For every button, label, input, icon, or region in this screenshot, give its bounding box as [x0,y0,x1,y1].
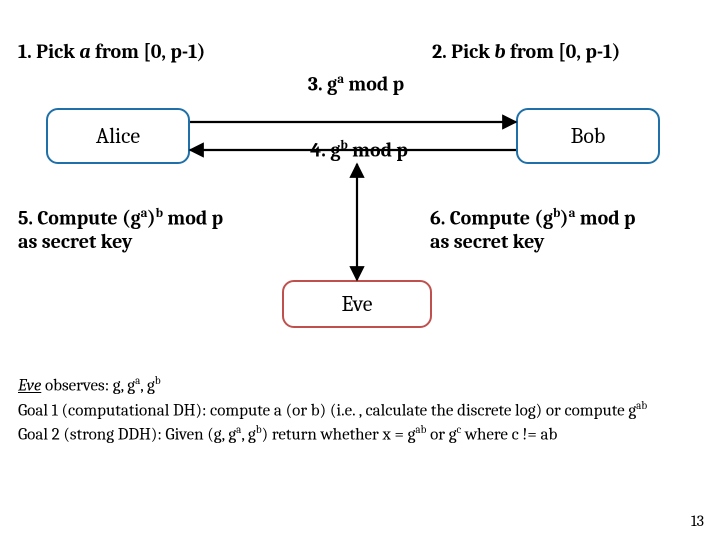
observes-pre: observes: g, g [41,377,135,396]
observes-mid: , g [140,377,155,396]
step-6-pre: 6. Compute (g [430,207,553,230]
goal1-var2: b [311,401,320,420]
step-6-post: mod p [575,207,635,230]
goal2-mid1: , g [241,426,256,445]
step-2-pre: 2. Pick [432,40,494,63]
bob-label: Bob [571,123,606,149]
step-2: 2. Pick b from [0, p-1) [432,40,620,63]
step-1-pre: 1. Pick [18,40,79,63]
alice-label: Alice [96,123,140,149]
goal1-var1: a [274,401,282,420]
step-5-mid: ) [147,207,155,230]
step-5-line2: as secret key [18,230,132,253]
bob-node: Bob [516,108,660,164]
step-2-post: from [0, p-1) [506,40,621,63]
step-4-tail: mod p [348,139,408,162]
step-6-mid: ) [560,207,568,230]
step-5-pre: 5. Compute (g [18,207,141,230]
step-4-num: 4. [310,139,330,162]
goal2-pre: Goal 2 (strong DDH): Given (g, g [18,426,236,445]
bottom-text: Eve observes: g, ga, gb Goal 1 (computat… [18,374,702,448]
step-5-post: mod p [163,207,223,230]
alice-node: Alice [46,108,190,164]
goal2-sup3: ab [415,423,426,436]
step-1-post: from [0, p-1) [91,40,206,63]
goal2-mid2: ) return whether x = g [262,426,416,445]
step-1-var: a [79,40,90,63]
step-3-sup: a [337,72,344,87]
eve-label: Eve [341,291,372,317]
step-4-sup: b [340,138,347,153]
page-number: 13 [691,512,704,530]
step-1: 1. Pick a from [0, p-1) [18,40,205,63]
goal1-mid2: ) (i.e. , calculate the discrete log) or… [320,401,637,420]
step-3-num: 3. [308,73,327,96]
step-5: 5. Compute (ga)b mod p as secret key [18,206,223,253]
step-6: 6. Compute (gb)a mod p as secret key [430,206,635,253]
goal2-tail: where c != ab [461,426,557,445]
eve-underline: Eve [18,377,41,396]
step-2-var: b [494,40,505,63]
step-4-base: g [330,139,340,162]
goal2-mid3: or g [426,426,456,445]
goal1-sup: ab [636,399,647,412]
step-5-sup2: b [156,206,163,221]
step-3: 3. ga mod p [276,72,436,96]
eve-node: Eve [282,280,432,328]
goal1-mid1: (or [282,401,311,420]
goal1-pre: Goal 1 (computational DH): compute [18,401,274,420]
step-6-line2: as secret key [430,230,544,253]
step-4: 4. gb mod p [279,138,439,162]
observes-sup2: b [155,374,161,387]
step-3-tail: mod p [344,73,404,96]
step-3-base: g [327,73,337,96]
